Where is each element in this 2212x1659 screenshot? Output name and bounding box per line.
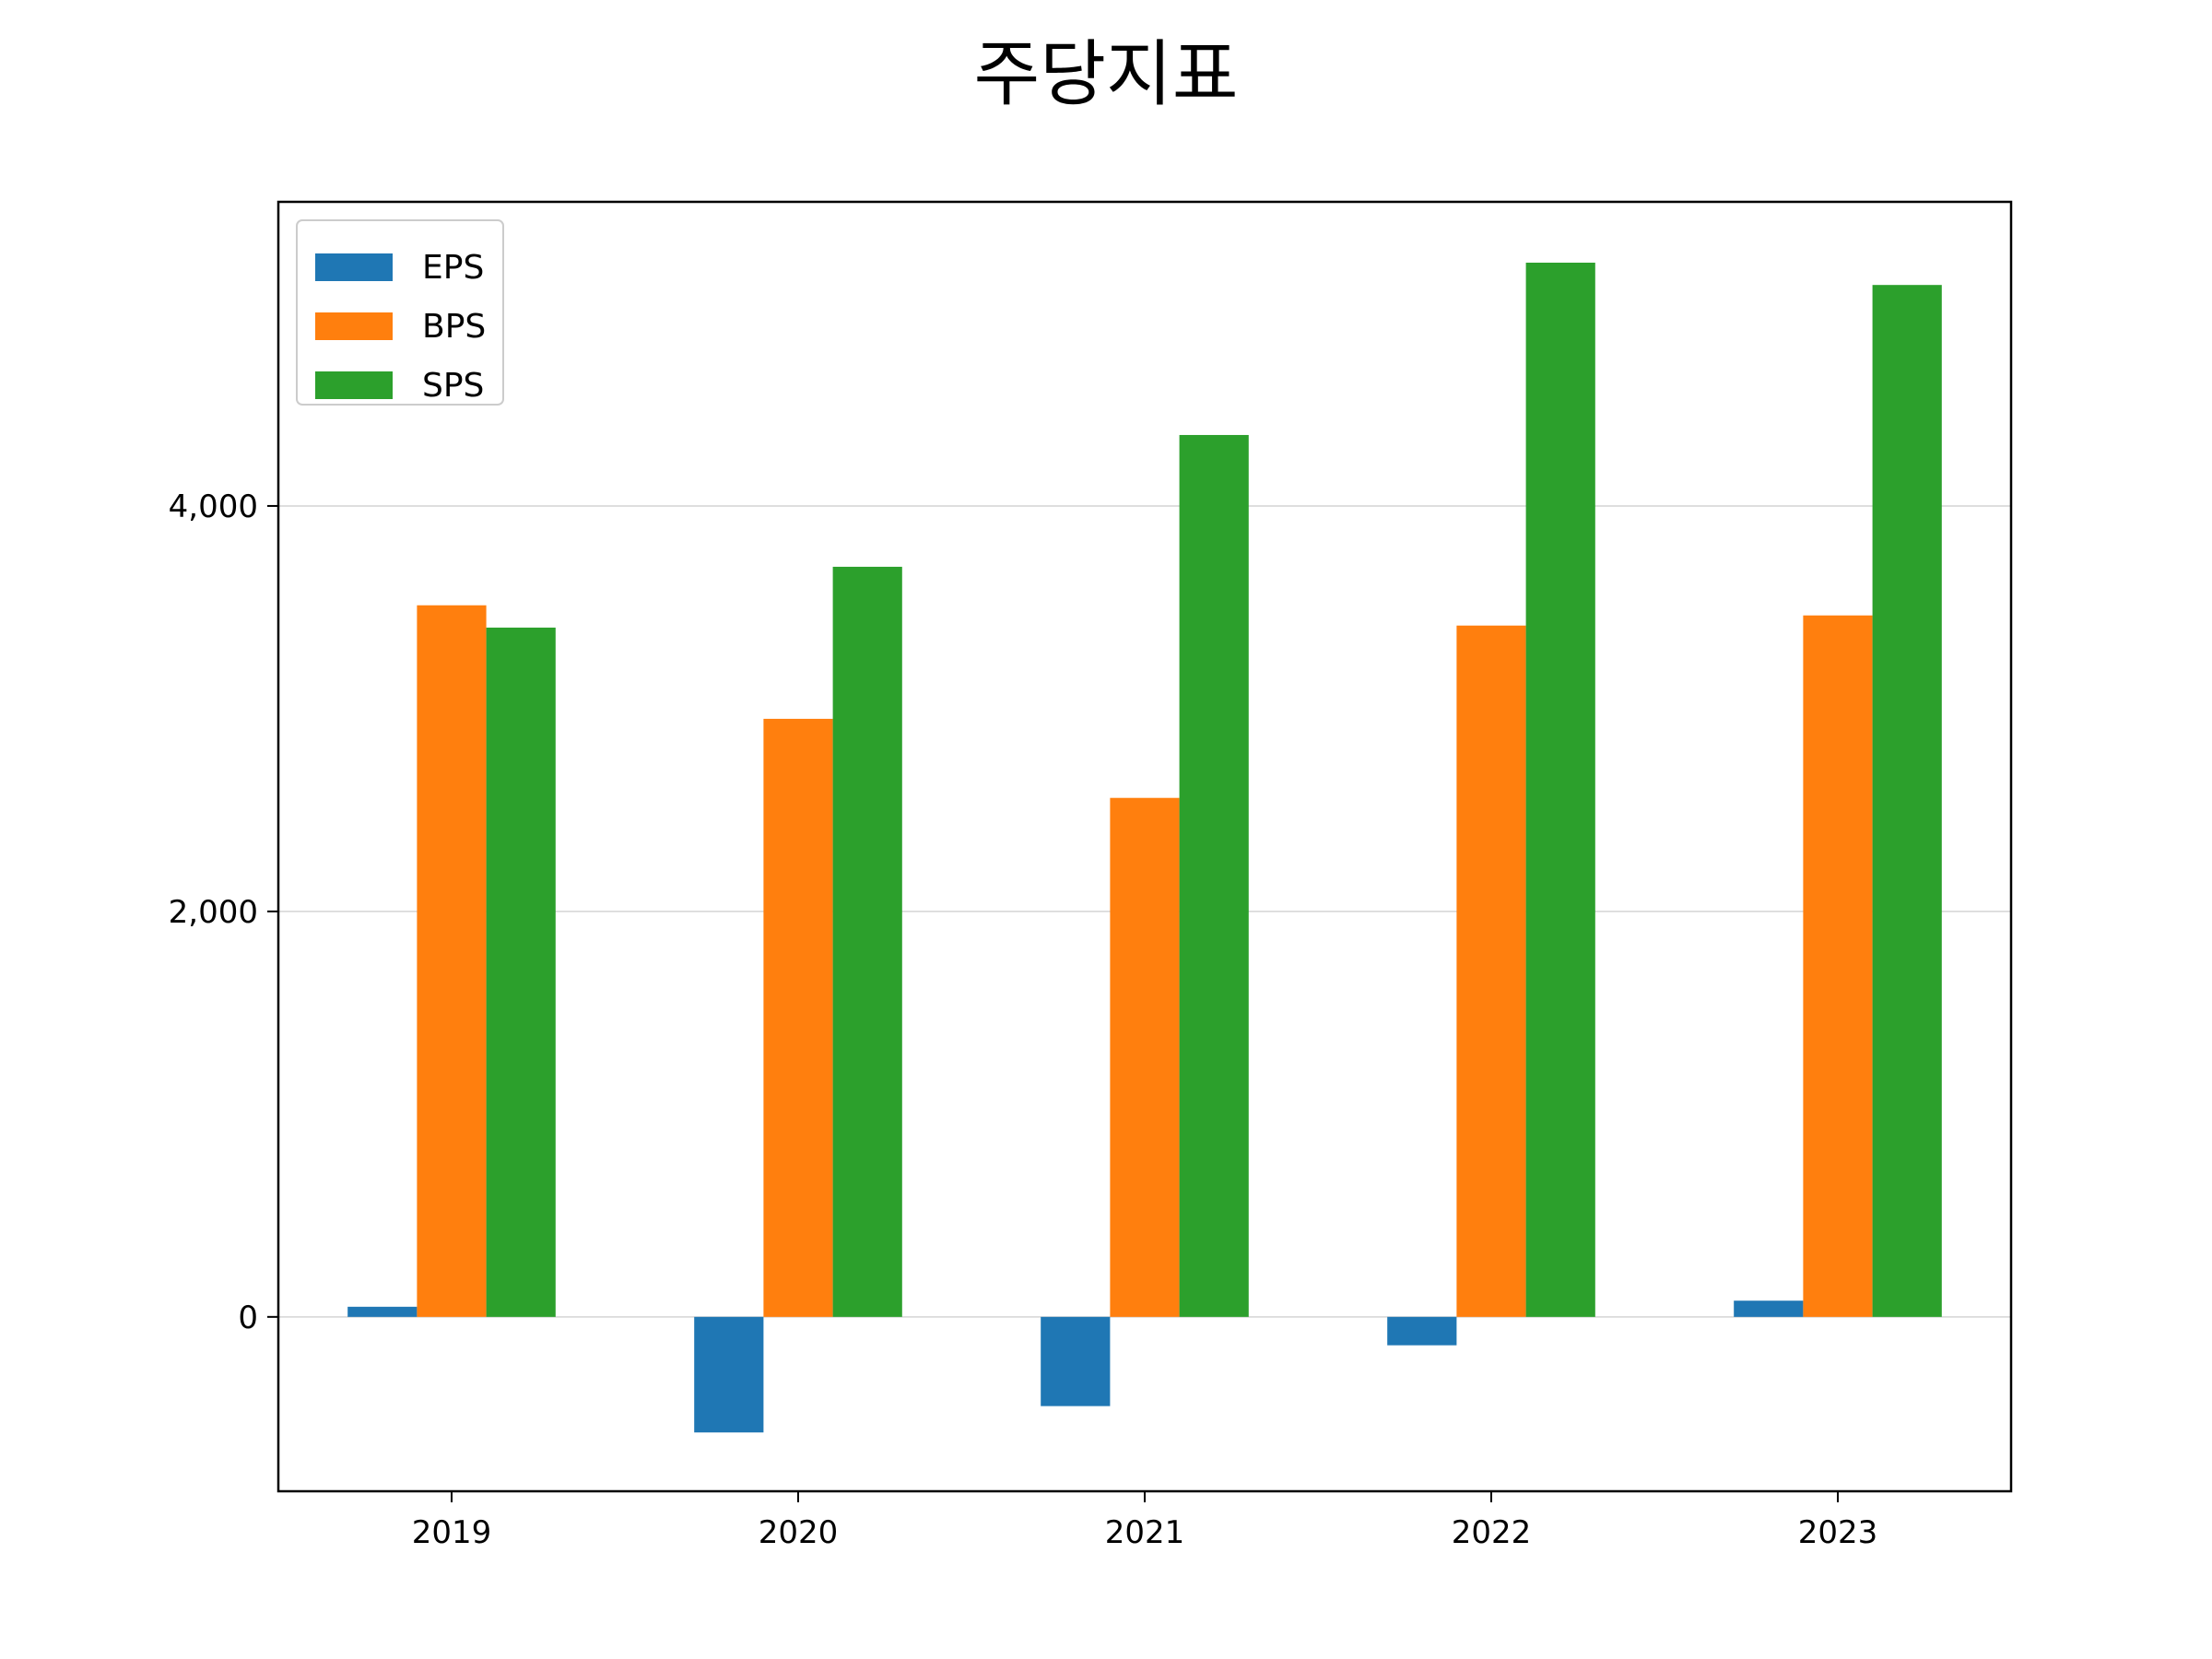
bar-bps-2022 bbox=[1456, 625, 1526, 1317]
bars bbox=[347, 262, 1942, 1433]
bar-eps-2020 bbox=[694, 1316, 764, 1433]
bar-eps-2023 bbox=[1734, 1300, 1804, 1317]
bar-sps-2023 bbox=[1872, 285, 1942, 1317]
bar-eps-2019 bbox=[347, 1306, 418, 1317]
bar-sps-2019 bbox=[486, 627, 556, 1317]
legend-swatch-bps bbox=[315, 312, 393, 340]
y-tick-label: 4,000 bbox=[169, 488, 258, 525]
bar-eps-2021 bbox=[1041, 1316, 1111, 1406]
bar-bps-2021 bbox=[1110, 797, 1180, 1317]
bar-bps-2020 bbox=[763, 718, 833, 1317]
bar-sps-2021 bbox=[1179, 434, 1249, 1317]
x-tick-label: 2020 bbox=[759, 1514, 839, 1551]
x-axis-ticks: 2019 2020 2021 2022 2023 bbox=[412, 1491, 1878, 1551]
bar-sps-2022 bbox=[1525, 262, 1595, 1317]
chart-title: 주당지표 bbox=[973, 33, 1239, 116]
y-tick-label: 0 bbox=[238, 1300, 258, 1336]
bar-eps-2022 bbox=[1387, 1316, 1457, 1346]
x-tick-label: 2022 bbox=[1452, 1514, 1532, 1551]
legend: EPS BPS SPS bbox=[296, 219, 504, 406]
legend-label-eps: EPS bbox=[422, 249, 484, 287]
legend-label-sps: SPS bbox=[422, 367, 484, 405]
x-tick-label: 2023 bbox=[1798, 1514, 1878, 1551]
legend-swatch-eps bbox=[315, 253, 393, 281]
bar-bps-2023 bbox=[1803, 615, 1873, 1317]
legend-swatch-sps bbox=[315, 371, 393, 399]
bar-sps-2020 bbox=[832, 566, 902, 1317]
y-tick-label: 2,000 bbox=[169, 894, 258, 931]
bar-bps-2019 bbox=[417, 605, 487, 1317]
x-tick-label: 2021 bbox=[1105, 1514, 1185, 1551]
x-tick-label: 2019 bbox=[412, 1514, 492, 1551]
y-axis-ticks: 0 2,000 4,000 bbox=[169, 488, 278, 1336]
legend-label-bps: BPS bbox=[422, 308, 486, 346]
